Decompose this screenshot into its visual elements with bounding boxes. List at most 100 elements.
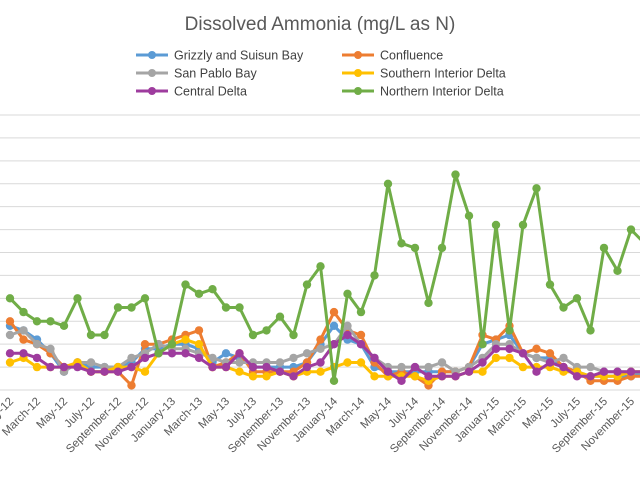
data-point (46, 317, 55, 326)
data-point (329, 340, 339, 349)
data-point (545, 349, 555, 358)
data-point (19, 307, 28, 317)
data-point (86, 367, 96, 376)
data-point (316, 262, 325, 271)
data-point (613, 266, 622, 275)
data-point (437, 372, 447, 381)
data-point (59, 362, 69, 372)
series-central-delta (5, 330, 640, 385)
legend-swatch-marker (354, 69, 362, 77)
data-point (559, 303, 568, 312)
data-point (194, 289, 204, 298)
series-line (8, 173, 640, 383)
legend-label: Confluence (380, 49, 443, 63)
legend-label: Grizzly and Suisun Bay (174, 49, 304, 63)
data-point (316, 335, 325, 344)
data-point (424, 362, 433, 372)
data-point (437, 358, 447, 367)
legend-label: San Pablo Bay (174, 67, 257, 81)
data-point (356, 358, 366, 367)
legend-label: Central Delta (174, 85, 247, 99)
data-point (86, 330, 96, 340)
data-point (5, 317, 15, 326)
data-point (127, 353, 136, 363)
data-point (356, 330, 366, 340)
data-point (302, 280, 312, 289)
data-point (289, 353, 298, 363)
data-point (32, 353, 42, 363)
data-point (46, 344, 55, 353)
data-point (275, 312, 285, 321)
data-point (586, 362, 595, 372)
data-point (140, 294, 150, 303)
data-point (559, 362, 568, 372)
data-point (532, 353, 541, 363)
data-point (46, 362, 55, 372)
legend-swatch-marker (148, 51, 156, 59)
data-point (532, 344, 541, 353)
data-point (491, 344, 501, 353)
data-point (532, 367, 541, 376)
data-point (383, 179, 393, 188)
data-point (5, 294, 15, 303)
data-point (19, 335, 28, 344)
data-point (262, 326, 271, 335)
legend-swatch-marker (148, 69, 156, 77)
data-point (208, 362, 217, 372)
chart-title: Dissolved Ammonia (mg/L as N) (185, 14, 456, 35)
data-point (464, 211, 474, 220)
data-point (478, 367, 487, 376)
data-point (572, 372, 582, 381)
data-point (194, 353, 204, 363)
data-point (194, 340, 204, 349)
data-point (437, 243, 447, 253)
legend: Grizzly and Suisun Bay Confluence San Pabl… (136, 49, 506, 99)
legend-label: Southern Interior Delta (380, 67, 506, 81)
data-point (397, 362, 406, 372)
data-point (410, 372, 420, 381)
data-point (626, 225, 636, 234)
data-point (505, 344, 514, 353)
data-point (518, 362, 528, 372)
legend-swatch-marker (148, 87, 156, 95)
data-point (599, 367, 609, 376)
data-point (86, 358, 96, 367)
data-point (491, 220, 501, 230)
data-point (235, 303, 244, 312)
data-point (235, 358, 244, 367)
data-point (127, 381, 136, 390)
data-point (73, 362, 82, 372)
data-point (113, 367, 123, 376)
data-point (370, 372, 379, 381)
legend-swatch-marker (354, 51, 362, 59)
data-point (59, 321, 69, 330)
data-point (586, 326, 595, 335)
data-point (424, 298, 433, 308)
data-point (329, 321, 339, 330)
data-point (302, 349, 312, 358)
data-point (559, 353, 568, 363)
gridlines (0, 114, 640, 391)
data-point (545, 280, 555, 289)
data-point (599, 243, 609, 253)
data-point (275, 367, 285, 376)
data-point (491, 353, 501, 363)
data-point (518, 349, 528, 358)
data-point (370, 271, 379, 280)
data-point (262, 362, 271, 372)
data-point (100, 330, 109, 340)
data-point (127, 303, 136, 312)
data-point (383, 367, 393, 376)
legend-label: Northern Interior Delta (380, 85, 504, 99)
data-point (356, 340, 366, 349)
data-point (356, 307, 366, 317)
data-point (154, 349, 163, 358)
data-point (505, 353, 514, 363)
data-point (19, 349, 28, 358)
data-point (5, 358, 15, 367)
data-point (127, 362, 136, 372)
data-point (397, 376, 406, 385)
data-point (626, 367, 636, 376)
data-point (19, 326, 28, 335)
data-point (289, 330, 298, 340)
